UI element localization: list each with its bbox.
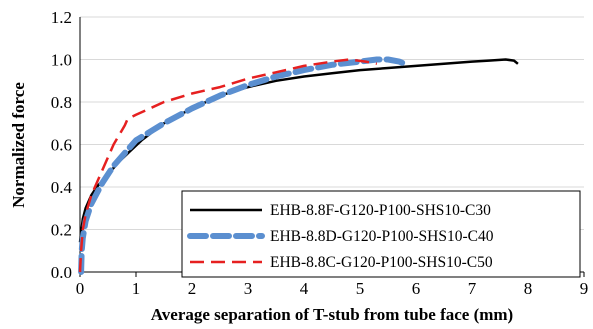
x-axis-title: Average separation of T-stub from tube f… (151, 305, 513, 324)
x-tick-label: 8 (524, 279, 533, 298)
x-tick-label: 0 (76, 279, 85, 298)
series-line-2 (78, 56, 408, 275)
series-line-1 (78, 58, 519, 243)
y-tick-label: 1.0 (51, 51, 72, 70)
legend-label-2: EHB-8.8D-G120-P100-SHS10-C40 (270, 228, 494, 245)
y-tick-label: 0.8 (51, 93, 72, 112)
x-tick-label: 4 (300, 279, 309, 298)
x-tick-label: 5 (356, 279, 365, 298)
y-axis-ticks: 0.0 0.2 0.4 0.6 0.8 1.0 1.2 (51, 8, 73, 282)
legend[interactable]: EHB-8.8F-G120-P100-SHS10-C30 EHB-8.8D-G12… (181, 190, 581, 278)
series-lines (78, 56, 519, 275)
y-axis-title: Normalized force (9, 82, 28, 208)
y-tick-label: 0.0 (51, 263, 72, 282)
x-tick-label: 1 (132, 279, 141, 298)
x-tick-label: 6 (412, 279, 421, 298)
x-tick-label: 7 (468, 279, 477, 298)
x-tick-label: 3 (244, 279, 253, 298)
series-line-3 (78, 58, 378, 273)
y-tick-label: 0.2 (51, 221, 72, 240)
legend-label-1: EHB-8.8F-G120-P100-SHS10-C30 (270, 202, 491, 219)
y-tick-label: 1.2 (51, 8, 72, 27)
y-tick-label: 0.6 (51, 136, 72, 155)
legend-label-3: EHB-8.8C-G120-P100-SHS10-C50 (270, 254, 493, 271)
x-tick-label: 2 (188, 279, 197, 298)
y-tick-label: 0.4 (51, 178, 73, 197)
x-tick-label: 9 (580, 279, 589, 298)
